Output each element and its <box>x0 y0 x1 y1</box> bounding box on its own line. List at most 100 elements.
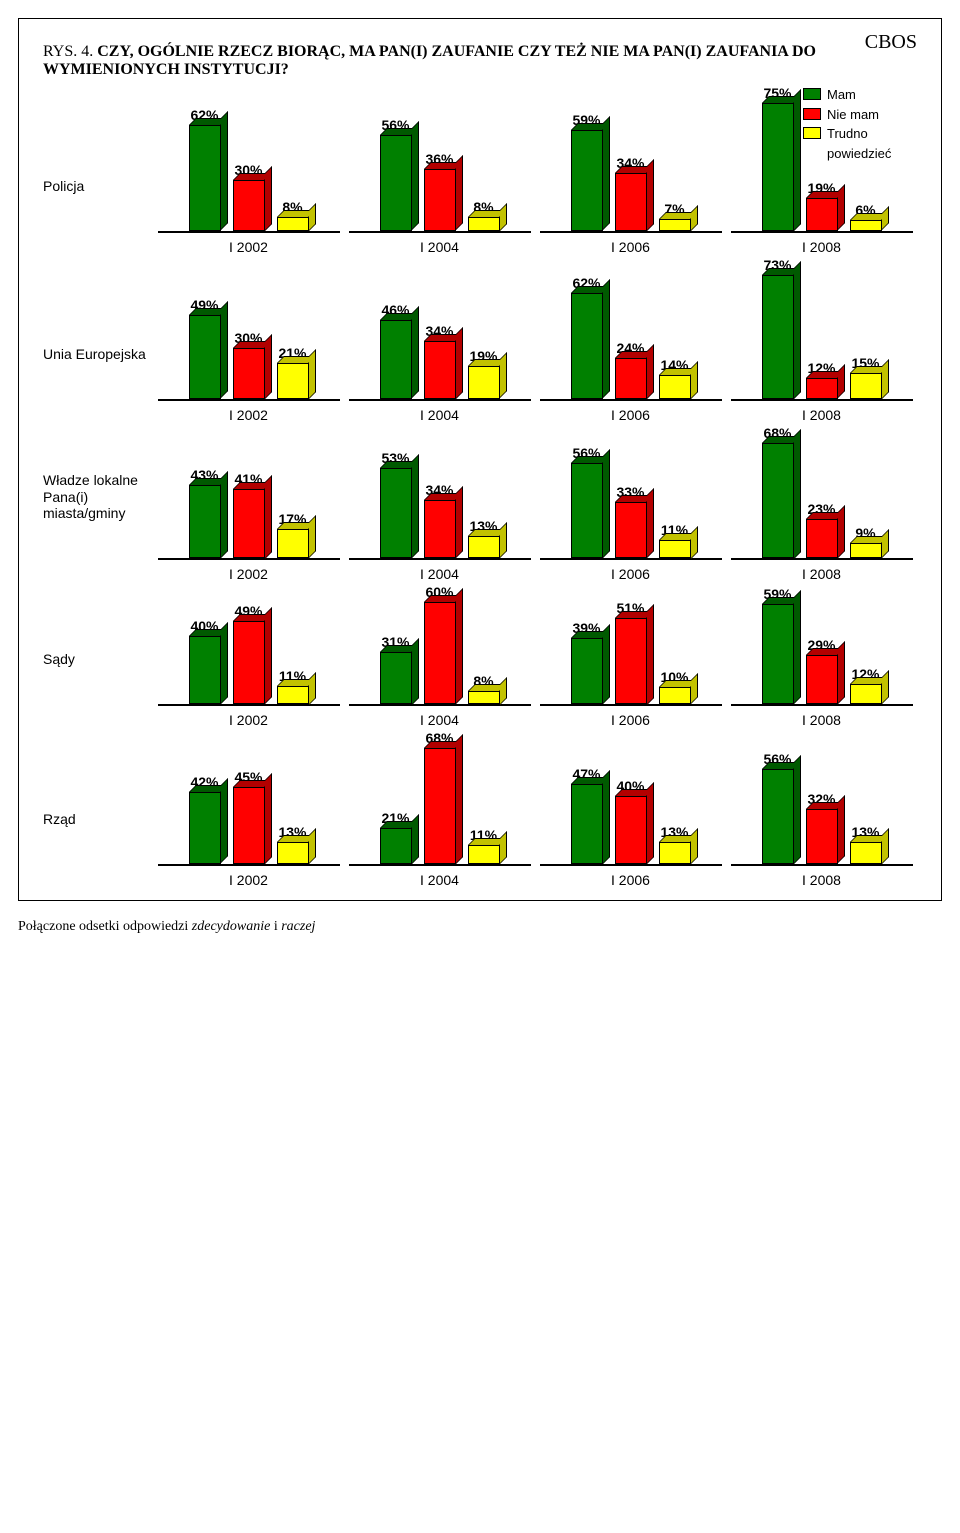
x-tick-label: I 2006 <box>611 566 650 582</box>
bar: 30% <box>227 330 271 399</box>
chart-row: Policja62%30%8%I 200256%36%8%I 200459%34… <box>43 85 917 255</box>
legend-label: Nie mam <box>827 105 879 125</box>
bar: 45% <box>227 769 271 864</box>
bar-group: 39%51%10%I 2006 <box>540 600 722 729</box>
x-tick-label: I 2008 <box>802 566 841 582</box>
x-axis <box>349 704 531 706</box>
bar: 19% <box>800 180 844 230</box>
x-axis <box>731 231 913 233</box>
x-axis <box>349 399 531 401</box>
x-tick-label: I 2006 <box>611 872 650 888</box>
bar: 29% <box>800 637 844 704</box>
bar: 56% <box>756 751 800 864</box>
bar: 30% <box>227 162 271 231</box>
bar-group: 56%36%8%I 2004 <box>349 117 531 254</box>
bar: 31% <box>374 634 418 705</box>
bar: 33% <box>609 484 653 558</box>
legend-label: Mam <box>827 85 856 105</box>
bar-group: 49%30%21%I 2002 <box>158 297 340 422</box>
bar: 12% <box>800 360 844 398</box>
bar: 8% <box>462 673 506 705</box>
bar-group: 40%49%11%I 2002 <box>158 603 340 728</box>
bar-group: 46%34%19%I 2004 <box>349 302 531 422</box>
groups-wrap: 49%30%21%I 200246%34%19%I 2004 62%24%14% I… <box>153 257 917 423</box>
legend-item: Mam <box>803 85 917 105</box>
x-axis <box>349 558 531 560</box>
bars: 49%30%21% <box>183 297 315 398</box>
footnote-ital-1: zdecydowanie <box>192 919 271 934</box>
legend-swatch <box>803 127 821 139</box>
bar: 7% <box>653 201 697 231</box>
x-tick-label: I 2002 <box>229 712 268 728</box>
bars: 43%41%17% <box>183 467 315 558</box>
bar: 40% <box>609 778 653 864</box>
x-axis <box>349 864 531 866</box>
bar: 75% <box>756 85 800 231</box>
groups-wrap: 42%45%13%I 200221%68%11%I 200447%40%13%I… <box>153 730 917 888</box>
bar: 34% <box>609 155 653 231</box>
bar-group: 68%23%9%I 2008 <box>731 425 913 583</box>
bar: 13% <box>653 824 697 864</box>
bar: 49% <box>227 603 271 704</box>
bar: 62% <box>183 107 227 230</box>
x-axis <box>540 704 722 706</box>
bars: 68%23%9% <box>756 425 888 559</box>
bar: 51% <box>609 600 653 705</box>
chart-container: CBOS RYS. 4. CZY, OGÓLNIE RZECZ BIORĄC, … <box>18 18 942 901</box>
chart-row: Unia Europejska49%30%21%I 200246%34%19%I… <box>43 257 917 423</box>
bar: 13% <box>844 824 888 864</box>
x-tick-label: I 2006 <box>611 407 650 423</box>
chart-row: Sądy40%49%11%I 200231%60%8%I 200439%51%1… <box>43 584 917 728</box>
bar: 8% <box>271 199 315 231</box>
bar: 62% <box>565 275 609 398</box>
bar-group: 42%45%13%I 2002 <box>158 769 340 888</box>
x-tick-label: I 2002 <box>229 566 268 582</box>
x-axis <box>158 231 340 233</box>
bar: 13% <box>462 518 506 558</box>
bar: 23% <box>800 501 844 558</box>
bars: 56%36%8% <box>374 117 506 230</box>
bar: 34% <box>418 482 462 558</box>
x-tick-label: I 2006 <box>611 239 650 255</box>
x-tick-label: I 2008 <box>802 872 841 888</box>
x-axis <box>158 704 340 706</box>
bar: 32% <box>800 791 844 863</box>
row-label: Policja <box>43 178 153 255</box>
row-label: Władze lokalne Pana(i) miasta/gminy <box>43 472 153 582</box>
chart-row: Władze lokalne Pana(i) miasta/gminy 43%41… <box>43 425 917 583</box>
bars: 46%34%19% <box>374 302 506 398</box>
bar: 10% <box>653 669 697 704</box>
bars: 62%24%14% <box>565 275 697 398</box>
bar: 9% <box>844 525 888 558</box>
footnote-mid: i <box>270 919 281 934</box>
bar: 41% <box>227 471 271 559</box>
bar-group: 73%12%15%I 2008 <box>731 257 913 423</box>
bar: 56% <box>565 445 609 558</box>
groups-wrap: 40%49%11%I 200231%60%8%I 200439%51%10%I … <box>153 584 917 728</box>
x-axis <box>158 864 340 866</box>
x-tick-label: I 2008 <box>802 239 841 255</box>
bars: 39%51%10% <box>565 600 697 705</box>
x-axis <box>540 399 722 401</box>
bar: 53% <box>374 450 418 558</box>
bars: 56%32%13% <box>756 751 888 864</box>
x-tick-label: I 2002 <box>229 239 268 255</box>
row-label: Unia Europejska <box>43 346 153 423</box>
bar: 14% <box>653 357 697 399</box>
row-label: Sądy <box>43 651 153 728</box>
bar: 19% <box>462 348 506 398</box>
footnote: Połączone odsetki odpowiedzi zdecydowani… <box>18 919 942 935</box>
x-axis <box>158 399 340 401</box>
bar-group: 59%34%7%I 2006 <box>540 112 722 254</box>
bars: 31%60%8% <box>374 584 506 704</box>
bar: 42% <box>183 774 227 863</box>
x-tick-label: I 2004 <box>420 566 459 582</box>
x-tick-label: I 2008 <box>802 712 841 728</box>
bar: 49% <box>183 297 227 398</box>
bar: 68% <box>756 425 800 559</box>
bar: 36% <box>418 151 462 230</box>
legend-item: Trudno powiedzieć <box>803 124 917 163</box>
chart-row: Rząd42%45%13%I 200221%68%11%I 200447%40%… <box>43 730 917 888</box>
legend-label: Trudno powiedzieć <box>827 124 917 163</box>
bar-group: 62%30%8%I 2002 <box>158 107 340 254</box>
